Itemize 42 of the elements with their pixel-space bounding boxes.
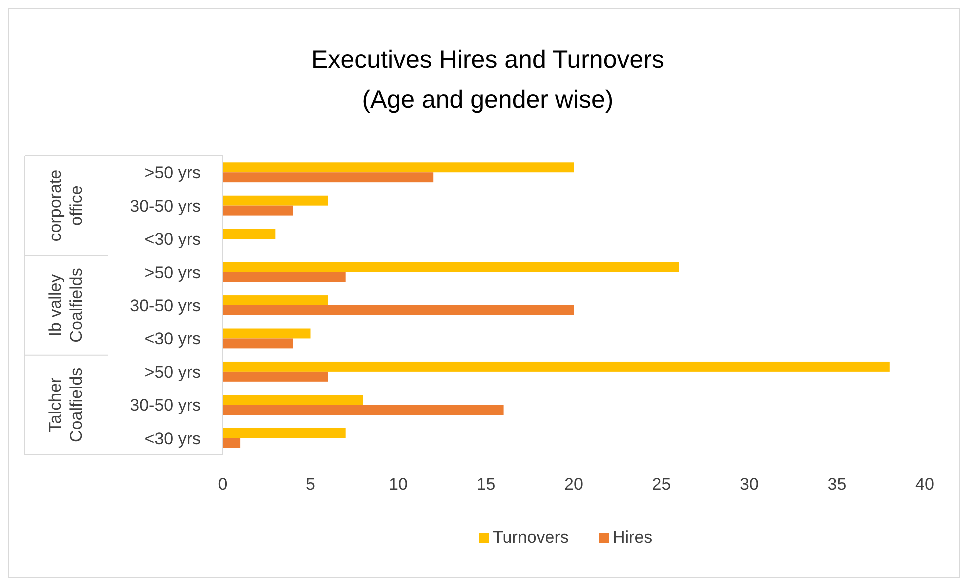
bar xyxy=(223,262,680,272)
chart-subtitle: (Age and gender wise) xyxy=(362,86,614,114)
y-tick-label: <30 yrs xyxy=(144,429,201,448)
x-tick-label: 10 xyxy=(389,475,408,494)
y-tick-label: <30 yrs xyxy=(144,230,201,250)
chart-title: Executives Hires and Turnovers xyxy=(312,46,664,74)
bar xyxy=(223,428,346,438)
x-tick-label: 15 xyxy=(476,475,496,494)
y-tick-label: 30-50 yrs xyxy=(130,396,201,416)
bar xyxy=(223,306,574,316)
bar xyxy=(223,206,294,216)
x-tick-label: 40 xyxy=(916,475,934,494)
bar xyxy=(223,362,890,372)
bar xyxy=(223,196,328,206)
text: corporate office xyxy=(46,170,86,242)
legend-label: Turnovers xyxy=(493,528,569,547)
y-tick-label: 30-50 yrs xyxy=(130,196,201,216)
y-tick-label: >50 yrs xyxy=(144,164,201,183)
x-tick-label: 5 xyxy=(306,475,316,494)
bar xyxy=(223,328,311,339)
text: Talcher Coalfields xyxy=(46,368,86,442)
x-tick-label: 20 xyxy=(564,475,584,494)
x-tick-label: 35 xyxy=(828,475,847,494)
text: Ib valley Coalfields xyxy=(46,268,86,343)
bar xyxy=(223,229,276,240)
x-tick-label: 30 xyxy=(740,475,759,494)
y-tick-label: <30 yrs xyxy=(144,330,201,349)
bar xyxy=(223,172,434,183)
y-tick-label: >50 yrs xyxy=(144,362,201,382)
bar xyxy=(223,272,346,282)
bar xyxy=(223,395,364,406)
legend-label: Hires xyxy=(613,528,653,547)
x-tick-label: 0 xyxy=(218,475,228,494)
bar xyxy=(223,405,504,416)
bar xyxy=(223,296,328,306)
y-tick-label: >50 yrs xyxy=(144,263,201,282)
bar xyxy=(223,372,328,382)
x-tick-label: 25 xyxy=(652,475,672,494)
bar xyxy=(223,438,241,448)
y-tick-label: 30-50 yrs xyxy=(130,296,201,316)
bar xyxy=(223,162,574,173)
bar xyxy=(223,338,294,349)
